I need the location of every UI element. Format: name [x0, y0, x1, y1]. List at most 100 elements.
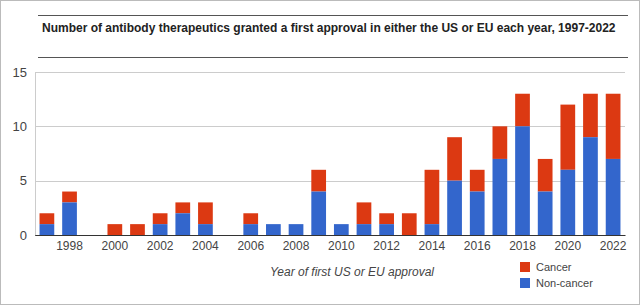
x-tick-label: 2012: [373, 239, 400, 253]
bar: [153, 213, 168, 224]
bar: [606, 94, 621, 159]
bar: [402, 213, 417, 235]
bar: [130, 224, 145, 235]
bar: [493, 159, 508, 235]
y-axis-line: [35, 73, 36, 236]
grid-line: [35, 72, 625, 73]
bar: [515, 94, 530, 127]
bar: [62, 192, 77, 203]
bar: [175, 213, 190, 235]
bar: [402, 235, 417, 236]
bar: [447, 137, 462, 180]
bar: [198, 224, 213, 235]
bar: [107, 224, 122, 235]
bar: [493, 126, 508, 159]
x-tick: 2016: [464, 235, 491, 253]
bar: [198, 202, 213, 224]
bar: [130, 235, 145, 236]
x-axis-line: [36, 235, 626, 236]
x-tick: 2000: [101, 235, 128, 253]
bar: [107, 235, 122, 236]
bar: [447, 181, 462, 235]
bar: [85, 235, 100, 236]
x-tick: 1998: [56, 235, 83, 253]
bar: [357, 224, 372, 235]
x-tick: 2006: [237, 235, 264, 253]
bar: [175, 202, 190, 213]
x-tick-label: 1998: [56, 239, 83, 253]
bar: [221, 235, 236, 236]
x-tick-label: 2014: [419, 239, 446, 253]
y-tick: 5: [20, 173, 35, 188]
x-tick-label: 2008: [283, 239, 310, 253]
bar: [515, 126, 530, 235]
legend: Cancer Non-cancer: [520, 261, 593, 289]
bar: [583, 137, 598, 235]
bar: [40, 213, 55, 224]
bar: [357, 202, 372, 224]
y-axis: 0 5 10 15: [13, 65, 36, 243]
bar: [560, 170, 575, 235]
chart: Number of antibody therapeutics granted …: [0, 0, 640, 305]
x-tick: 2004: [192, 235, 219, 253]
series-bars: [40, 126, 621, 235]
bars: [40, 94, 621, 235]
x-tick: 2010: [328, 235, 355, 253]
bar: [289, 224, 304, 235]
grid-line: [35, 181, 625, 182]
x-tick: 2020: [554, 235, 581, 253]
legend-swatch: [520, 278, 530, 288]
x-tick-label: 2006: [237, 239, 264, 253]
bar: [40, 224, 55, 235]
x-tick-label: 2004: [192, 239, 219, 253]
bar: [560, 105, 575, 170]
x-tick-label: 2016: [464, 239, 491, 253]
bar: [311, 170, 326, 192]
grid-line: [35, 235, 625, 236]
y-tick: 10: [13, 119, 35, 134]
y-tick-label: 0: [20, 228, 27, 243]
x-tick: 2014: [419, 235, 446, 253]
title-rule-top: [38, 15, 628, 16]
y-tick-label: 15: [13, 65, 27, 80]
x-tick: 2022: [600, 235, 627, 253]
x-tick: 2002: [147, 235, 174, 253]
x-tick-label: 2010: [328, 239, 355, 253]
legend-label: Non-cancer: [536, 277, 593, 289]
legend-swatch: [520, 262, 530, 272]
bar: [334, 224, 349, 235]
y-tick-label: 5: [20, 173, 27, 188]
title: Number of antibody therapeutics granted …: [42, 21, 616, 35]
bar: [153, 224, 168, 235]
y-tick: 0: [20, 228, 35, 243]
bar: [606, 159, 621, 235]
bar: [221, 235, 236, 236]
x-tick: 2018: [509, 235, 536, 253]
bar: [243, 224, 258, 235]
y-tick-label: 10: [13, 119, 27, 134]
x-tick: 2008: [283, 235, 310, 253]
legend-item: Non-cancer: [520, 277, 593, 289]
x-tick-label: 2000: [101, 239, 128, 253]
grid-line: [35, 126, 625, 127]
title-rule-bottom: [38, 57, 628, 58]
bar: [470, 192, 485, 235]
bar: [538, 192, 553, 235]
legend-label: Cancer: [536, 261, 572, 273]
bar: [243, 213, 258, 224]
bar: [425, 224, 440, 235]
y-tick: 15: [13, 65, 35, 80]
bar: [266, 224, 281, 235]
bar: [311, 192, 326, 235]
x-axis: 1998 2000 2002 2004 2006 2008 2010 2012 2014 2016…: [36, 235, 627, 253]
x-tick-label: 2022: [600, 239, 627, 253]
bar: [62, 202, 77, 235]
bar: [538, 159, 553, 192]
x-axis-title: Year of first US or EU approval: [270, 265, 434, 279]
x-tick: 2012: [373, 235, 400, 253]
bar: [379, 213, 394, 224]
grid: [35, 73, 625, 236]
bar: [470, 170, 485, 192]
bar: [379, 224, 394, 235]
x-tick-label: 2020: [554, 239, 581, 253]
